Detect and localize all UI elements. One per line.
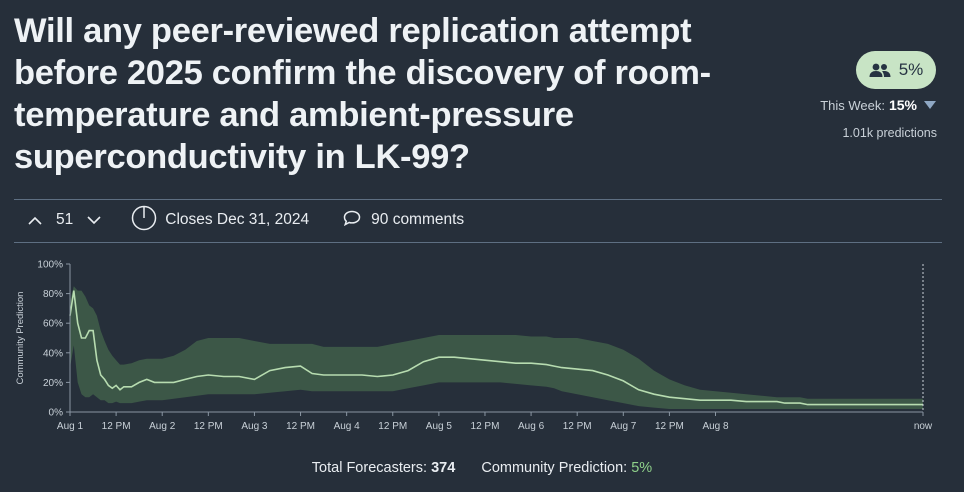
- confidence-band: [70, 286, 923, 409]
- x-tick-label: Aug 1: [57, 421, 84, 432]
- divider-top: [14, 199, 942, 200]
- community-prediction-footer-value: 5%: [631, 460, 653, 476]
- vote-control: 51: [28, 211, 101, 229]
- x-tick-label: Aug 8: [702, 421, 729, 432]
- x-tick-label: Aug 6: [518, 421, 545, 432]
- comments-label: 90 comments: [371, 211, 465, 228]
- x-tick-label: 12 PM: [655, 421, 684, 432]
- this-week-label: This Week:: [820, 97, 885, 113]
- community-prediction-label: Community Prediction:: [481, 460, 628, 476]
- y-tick-label: 20%: [43, 378, 63, 389]
- comments-link[interactable]: 90 comments: [343, 210, 464, 231]
- users-icon: [869, 62, 891, 78]
- divider-bottom: [14, 242, 942, 243]
- y-tick-label: 80%: [43, 289, 63, 300]
- this-week-value: 15%: [888, 97, 917, 113]
- x-tick-label: now: [914, 421, 933, 432]
- x-tick-label: 12 PM: [378, 421, 407, 432]
- y-tick-label: 0%: [49, 408, 64, 419]
- x-tick-label: Aug 5: [426, 421, 453, 432]
- y-axis-label: Community Prediction: [15, 292, 26, 385]
- comment-icon: [343, 210, 361, 231]
- question-title: Will any peer-reviewed replication attem…: [14, 12, 711, 176]
- clock-icon: [131, 205, 157, 236]
- x-tick-label: 12 PM: [194, 421, 223, 432]
- y-tick-label: 100%: [37, 260, 63, 271]
- predictions-count: 1.01k predictions: [842, 126, 937, 140]
- chart-footer: Total Forecasters: 374 Community Predict…: [0, 460, 964, 476]
- total-forecasters-label: Total Forecasters:: [311, 460, 428, 476]
- x-tick-label: 12 PM: [286, 421, 315, 432]
- vote-count: 51: [56, 211, 74, 228]
- question-meta-bar: 51 Closes Dec 31, 2024 90 comments: [14, 200, 464, 240]
- x-tick-label: Aug 3: [241, 421, 268, 432]
- x-tick-label: Aug 7: [610, 421, 637, 432]
- community-prediction-value: 5%: [898, 60, 924, 79]
- close-date: Closes Dec 31, 2024: [131, 205, 309, 236]
- total-forecasters-value: 374: [431, 460, 456, 476]
- trend-down-icon: [924, 101, 936, 109]
- x-tick-label: Aug 4: [334, 421, 361, 432]
- prediction-history-chart[interactable]: 0% 20% 40% 60% 80% 100% Community Prediction Au…: [0, 248, 964, 448]
- y-tick-label: 60%: [43, 319, 63, 330]
- x-tick-label: 12 PM: [471, 421, 500, 432]
- median-line: [69, 290, 923, 406]
- x-tick-label: 12 PM: [563, 421, 592, 432]
- this-week-change: This Week: 15%: [820, 97, 936, 113]
- community-prediction-pill[interactable]: 5%: [856, 51, 936, 89]
- x-tick-label: Aug 2: [149, 421, 176, 432]
- downvote-icon[interactable]: [87, 215, 101, 225]
- upvote-icon[interactable]: [28, 216, 42, 225]
- close-date-label: Closes Dec 31, 2024: [165, 211, 310, 228]
- x-tick-label: 12 PM: [102, 421, 131, 432]
- y-tick-label: 40%: [43, 348, 63, 359]
